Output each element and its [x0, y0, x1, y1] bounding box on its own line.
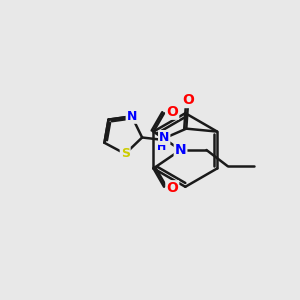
Text: H: H: [157, 142, 166, 152]
Text: N: N: [175, 143, 186, 157]
Text: O: O: [167, 105, 178, 119]
Text: O: O: [182, 93, 194, 107]
Text: N: N: [159, 131, 169, 144]
Text: S: S: [121, 147, 130, 160]
Text: N: N: [127, 110, 137, 123]
Text: O: O: [167, 181, 178, 195]
